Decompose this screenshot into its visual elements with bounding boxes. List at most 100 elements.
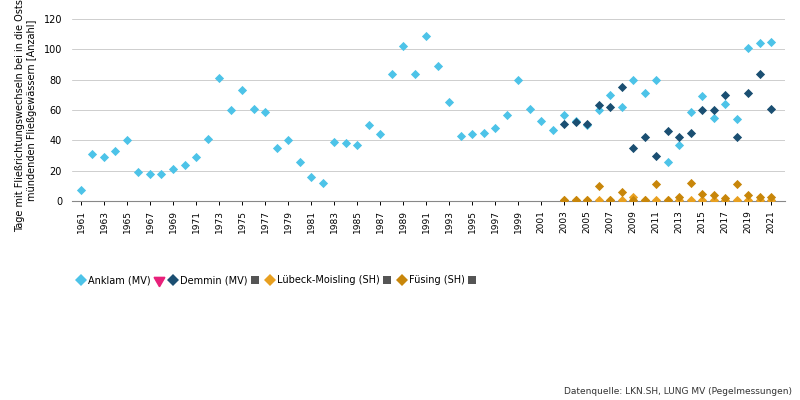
Point <box>615 104 628 110</box>
Point <box>662 158 674 165</box>
Point <box>581 120 594 127</box>
Point <box>626 196 639 203</box>
Point <box>638 196 651 203</box>
Point <box>282 137 294 144</box>
Point <box>558 196 570 203</box>
Point <box>673 196 686 203</box>
Point <box>236 87 249 94</box>
Point <box>592 183 605 189</box>
Point <box>109 148 122 154</box>
Point <box>534 118 547 124</box>
Point <box>592 107 605 113</box>
Point <box>431 63 444 69</box>
Point <box>604 104 617 110</box>
Point <box>662 196 674 203</box>
Point <box>615 196 628 203</box>
Point <box>673 193 686 200</box>
Point <box>718 92 731 98</box>
Point <box>638 134 651 140</box>
Point <box>512 76 525 83</box>
Point <box>718 195 731 201</box>
Point <box>362 122 375 128</box>
Point <box>662 128 674 134</box>
Point <box>638 196 651 203</box>
Point <box>305 174 318 180</box>
Point <box>718 196 731 203</box>
Point <box>385 70 398 77</box>
Point <box>754 40 766 46</box>
Point <box>454 133 467 139</box>
Point <box>696 190 709 197</box>
Point <box>570 118 582 124</box>
Point <box>581 196 594 203</box>
Point <box>684 196 697 203</box>
Point <box>742 45 754 51</box>
Point <box>730 181 743 188</box>
Point <box>270 145 283 151</box>
Point <box>420 32 433 39</box>
Point <box>500 112 513 118</box>
Legend: Anklam (MV), , Demmin (MV), , Lübeck-Moisling (SH), , Füsing (SH), : Anklam (MV), , Demmin (MV), , Lübeck-Moi… <box>77 275 479 285</box>
Point <box>673 142 686 148</box>
Point <box>478 130 490 136</box>
Point <box>615 84 628 90</box>
Point <box>684 130 697 136</box>
Y-axis label: Tage mit Fließrichtungswechseln bei in die Ostsee
mündenden Fließgewässern [Anza: Tage mit Fließrichtungswechseln bei in d… <box>15 0 37 232</box>
Point <box>581 122 594 128</box>
Point <box>638 90 651 96</box>
Point <box>626 76 639 83</box>
Point <box>86 151 99 157</box>
Point <box>662 196 674 203</box>
Point <box>754 70 766 77</box>
Point <box>592 102 605 109</box>
Point <box>489 125 502 132</box>
Point <box>546 126 559 133</box>
Point <box>581 196 594 203</box>
Point <box>730 116 743 122</box>
Point <box>650 196 662 203</box>
Point <box>247 105 260 112</box>
Point <box>707 107 720 113</box>
Point <box>754 196 766 203</box>
Point <box>730 134 743 140</box>
Point <box>143 170 156 177</box>
Point <box>650 181 662 188</box>
Point <box>523 105 536 112</box>
Point <box>570 119 582 125</box>
Point <box>570 196 582 203</box>
Point <box>615 189 628 195</box>
Point <box>442 99 455 106</box>
Point <box>466 131 478 138</box>
Point <box>742 192 754 198</box>
Point <box>604 92 617 98</box>
Point <box>74 187 87 194</box>
Point <box>742 90 754 96</box>
Point <box>213 75 226 81</box>
Point <box>558 112 570 118</box>
Point <box>696 107 709 113</box>
Point <box>98 154 110 160</box>
Point <box>316 180 329 186</box>
Point <box>224 107 237 113</box>
Point <box>742 196 754 203</box>
Point <box>132 169 145 176</box>
Point <box>707 114 720 121</box>
Point <box>374 131 386 138</box>
Point <box>684 108 697 115</box>
Point <box>730 196 743 203</box>
Point <box>328 139 341 145</box>
Point <box>190 154 202 160</box>
Point <box>178 162 191 168</box>
Text: Datenquelle: LKN.SH, LUNG MV (Pegelmessungen): Datenquelle: LKN.SH, LUNG MV (Pegelmessu… <box>564 387 792 396</box>
Point <box>754 193 766 200</box>
Point <box>718 101 731 107</box>
Point <box>707 196 720 203</box>
Point <box>558 196 570 203</box>
Point <box>408 70 421 77</box>
Point <box>166 166 179 172</box>
Point <box>592 196 605 203</box>
Point <box>626 193 639 200</box>
Point <box>604 196 617 203</box>
Point <box>155 170 168 177</box>
Point <box>350 142 363 148</box>
